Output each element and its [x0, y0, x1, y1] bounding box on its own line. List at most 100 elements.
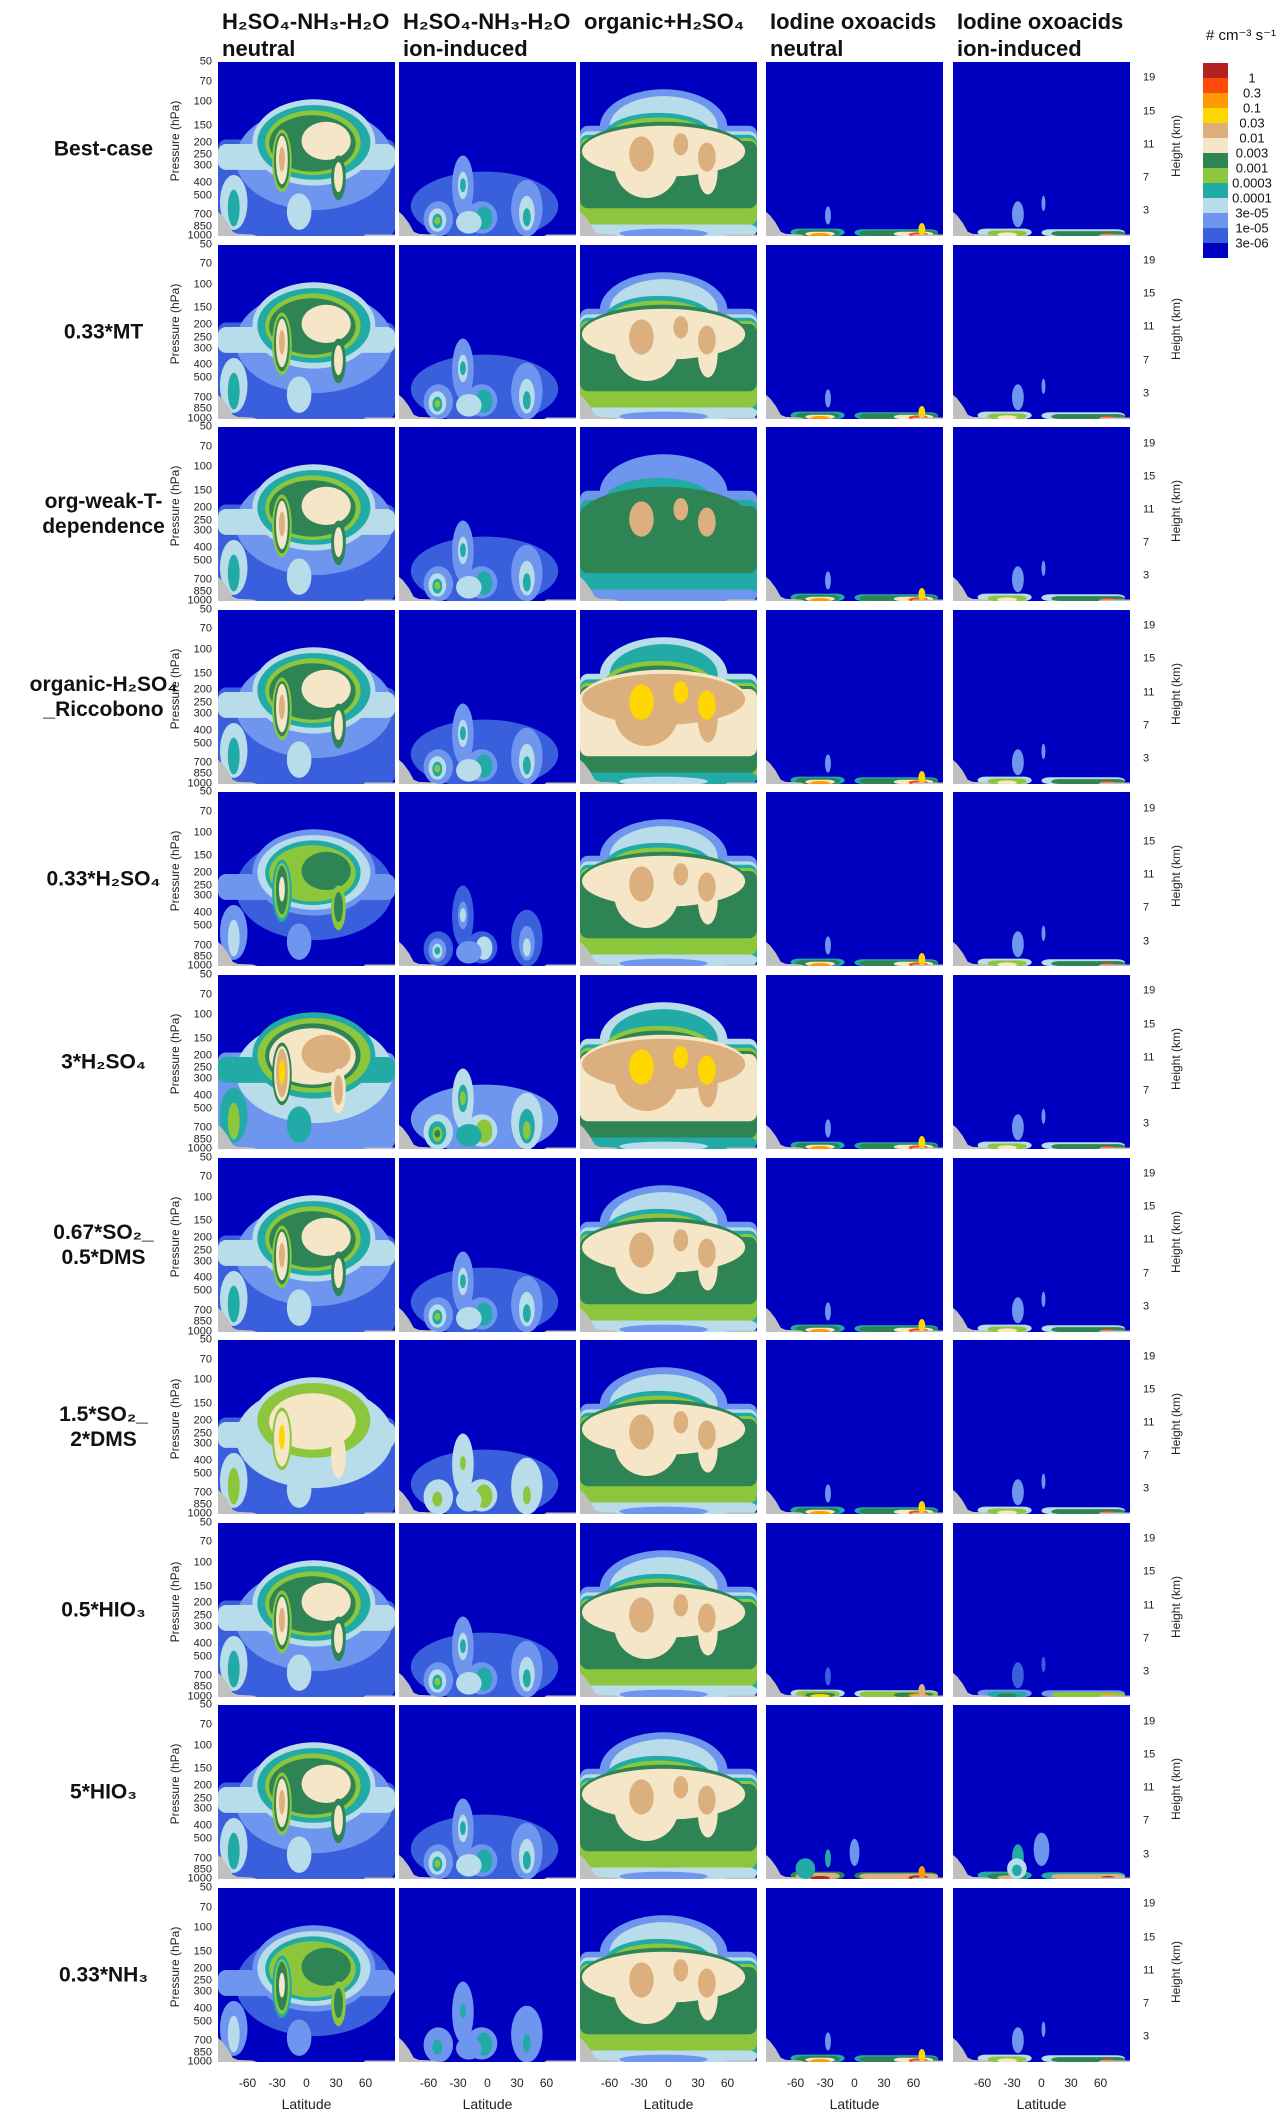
- contour-region: [619, 228, 708, 236]
- contour-region: [619, 1141, 708, 1149]
- latitude-axis-title: Latitude: [643, 2096, 694, 2112]
- height-tick-label: 19: [1143, 802, 1156, 815]
- row-label: 0.67*SO₂_ 0.5*DMS: [0, 1220, 211, 1270]
- height-tick-label: 11: [1143, 1781, 1155, 1794]
- terrain-mask: [580, 1490, 620, 1515]
- latitude-tick-label: 0: [1038, 2076, 1045, 2090]
- terrain-mask: [399, 394, 439, 419]
- contour-region: [673, 1593, 689, 1617]
- panel-row5-col3: [580, 792, 757, 967]
- pressure-axis-title: Pressure (hPa): [168, 465, 182, 547]
- height-tick-label: 11: [1143, 503, 1155, 516]
- pressure-tick-label: 700: [193, 1486, 212, 1499]
- pressure-tick-label: 500: [193, 919, 212, 932]
- latitude-tick-label: -60: [973, 2076, 992, 2090]
- terrain-mask: [725, 1512, 757, 1515]
- latitude-tick-label: 0: [851, 2076, 858, 2090]
- terrain-mask: [1098, 417, 1130, 419]
- pressure-tick-label: 70: [199, 1353, 212, 1366]
- panel-row6-col3: [580, 975, 757, 1149]
- panel-row9-col1: [218, 1522, 395, 1697]
- contour-region: [334, 527, 343, 558]
- terrain-mask: [399, 211, 439, 236]
- terrain-mask: [544, 2060, 576, 2062]
- contour-region: [334, 1440, 343, 1471]
- contour-region: [629, 136, 654, 172]
- contour-region: [918, 2049, 926, 2062]
- contour-region: [825, 1667, 831, 1686]
- contour-region: [698, 507, 716, 537]
- terrain-mask: [399, 1855, 439, 1880]
- terrain-mask: [1098, 2060, 1130, 2062]
- pressure-tick-label: 100: [193, 1373, 212, 1386]
- height-tick-label: 19: [1143, 71, 1156, 84]
- contour-region: [629, 1049, 654, 1085]
- column-title-line: neutral: [222, 36, 296, 61]
- terrain-mask: [363, 964, 395, 967]
- terrain-mask: [766, 211, 806, 236]
- contour-region: [286, 375, 312, 413]
- height-axis-title: Height (km): [1169, 480, 1183, 543]
- pressure-tick-label: 50: [199, 603, 212, 616]
- latitude-tick-label: 30: [329, 2076, 343, 2090]
- panel-row5-col4: [766, 792, 943, 967]
- contour-region: [459, 360, 466, 375]
- terrain-mask: [580, 759, 620, 784]
- contour-region: [810, 1146, 830, 1149]
- panel-row8-col2: [399, 1340, 576, 1515]
- contour-region: [997, 1693, 1017, 1697]
- pressure-tick-label: 500: [193, 1832, 212, 1845]
- colorbar-swatch: [1203, 183, 1228, 198]
- terrain-mask: [218, 2037, 258, 2062]
- panel-row9-col2: [399, 1522, 576, 1697]
- contour-plot: [580, 271, 757, 419]
- height-tick-label: 15: [1143, 287, 1156, 300]
- latitude-tick-label: 60: [1093, 2076, 1108, 2090]
- contour-region: [301, 486, 351, 526]
- column-title-line: Iodine oxoacids: [957, 9, 1124, 34]
- height-tick-label: 15: [1143, 470, 1156, 483]
- contour-region: [456, 1123, 482, 1147]
- terrain-mask: [1098, 782, 1130, 784]
- pressure-tick-label: 200: [193, 136, 212, 149]
- contour-region: [459, 1456, 466, 1471]
- terrain-mask: [580, 1672, 620, 1697]
- contour-region: [810, 1693, 830, 1697]
- contour-plot: [766, 1301, 943, 1332]
- pressure-tick-label: 70: [199, 1170, 212, 1183]
- pressure-tick-label: 850: [193, 1133, 212, 1146]
- terrain-mask: [580, 577, 620, 602]
- contour-plot: [580, 89, 757, 236]
- pressure-tick-label: 50: [199, 968, 212, 981]
- contour-region: [227, 2015, 240, 2053]
- pressure-tick-label: 100: [193, 460, 212, 473]
- contour-region: [456, 1854, 482, 1878]
- contour-region: [629, 318, 654, 355]
- contour-plot: [399, 1981, 576, 2062]
- colorbar-level-label: 0.0003: [1232, 175, 1272, 191]
- height-tick-label: 11: [1143, 1964, 1155, 1977]
- height-tick-label: 3: [1143, 935, 1150, 947]
- contour-region: [918, 223, 926, 236]
- row-label: 0.33*H₂SO₄: [0, 867, 211, 892]
- contour-plot: [766, 1484, 943, 1515]
- pressure-tick-label: 200: [193, 1962, 212, 1975]
- pressure-tick-label: 500: [193, 737, 212, 750]
- height-tick-label: 3: [1143, 1300, 1150, 1313]
- height-tick-label: 7: [1143, 1267, 1150, 1280]
- terrain-mask: [766, 1490, 806, 1515]
- terrain-mask: [1098, 1147, 1130, 1149]
- contour-region: [301, 1765, 351, 1804]
- contour-region: [286, 1836, 312, 1874]
- height-tick-label: 11: [1143, 138, 1155, 151]
- contour-region: [434, 2042, 441, 2051]
- pressure-tick-label: 300: [193, 707, 212, 720]
- contour-region: [434, 1129, 441, 1138]
- row-label: 1.5*SO₂_ 2*DMS: [0, 1402, 211, 1452]
- panel-row7-col5: [953, 1157, 1130, 1332]
- height-tick-label: 3: [1143, 569, 1150, 582]
- terrain-mask: [580, 394, 620, 419]
- contour-region: [810, 963, 830, 967]
- terrain-mask: [218, 1307, 258, 1332]
- panel-row7-col3: [580, 1157, 757, 1332]
